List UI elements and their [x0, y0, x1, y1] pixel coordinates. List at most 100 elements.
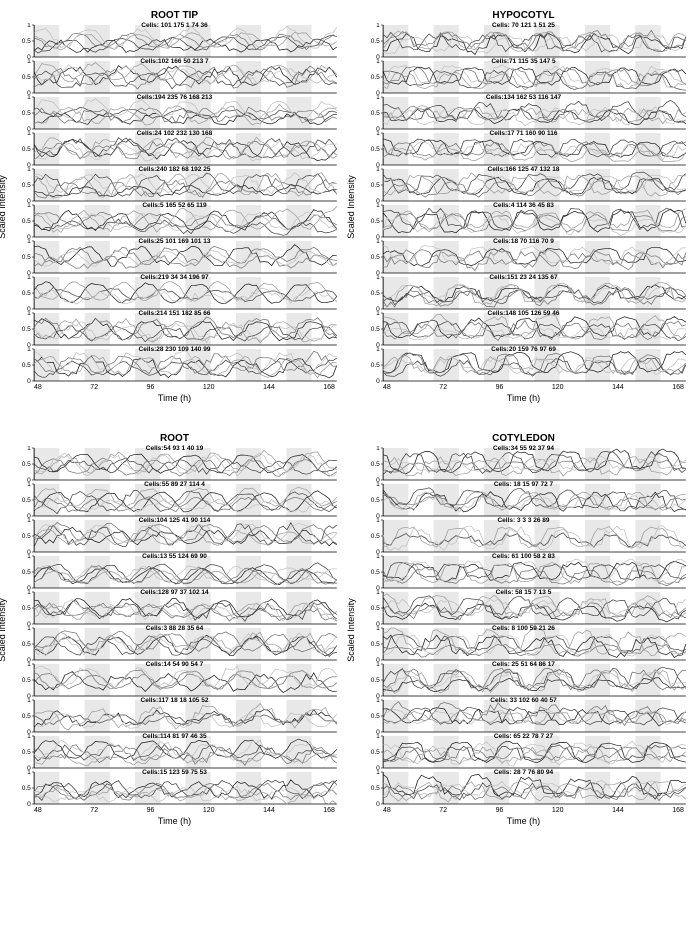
svg-text:1: 1: [27, 590, 31, 596]
svg-text:1: 1: [27, 770, 31, 776]
trace-row: 00.51Cells:34 55 92 37 94: [359, 446, 688, 482]
trace-row: 00.51Cells:3 88 28 35 64: [10, 626, 339, 662]
svg-text:0.5: 0.5: [371, 362, 381, 369]
svg-text:0.5: 0.5: [22, 182, 32, 189]
x-tick: 72: [90, 384, 98, 391]
svg-text:1: 1: [27, 662, 31, 668]
x-axis-label: Time (h): [359, 816, 688, 826]
svg-text:0.5: 0.5: [371, 146, 381, 153]
x-ticks: 487296120144168: [10, 807, 339, 814]
svg-text:1: 1: [27, 554, 31, 560]
svg-text:0.5: 0.5: [371, 326, 381, 333]
svg-text:1: 1: [27, 23, 31, 29]
svg-text:0.5: 0.5: [22, 533, 32, 540]
trace-row: 00.51Cells:15 123 59 75 53: [10, 770, 339, 806]
y-axis-label: Scaled Intensity: [346, 175, 356, 239]
panel-group: COTYLEDONScaled Intensity00.51Cells:34 5…: [359, 433, 688, 826]
svg-text:0.5: 0.5: [371, 254, 381, 261]
svg-text:1: 1: [376, 95, 380, 101]
trace-row: 00.51Cells:4 114 36 45 83: [359, 203, 688, 239]
trace-row: 00.51Cells:102 166 50 213 7: [10, 59, 339, 95]
x-tick: 144: [612, 807, 624, 814]
svg-text:1: 1: [376, 482, 380, 488]
x-tick: 96: [496, 384, 504, 391]
svg-text:0: 0: [376, 378, 380, 383]
svg-text:0.5: 0.5: [371, 110, 381, 117]
svg-text:0.5: 0.5: [371, 182, 381, 189]
svg-text:0.5: 0.5: [22, 326, 32, 333]
trace-row: 00.51Cells:5 165 52 65 119: [10, 203, 339, 239]
svg-text:1: 1: [376, 347, 380, 353]
svg-text:1: 1: [27, 446, 31, 452]
svg-text:1: 1: [27, 131, 31, 137]
panel-group: ROOTScaled Intensity00.51Cells:54 93 1 4…: [10, 433, 339, 826]
svg-text:0.5: 0.5: [371, 38, 381, 45]
svg-text:1: 1: [376, 167, 380, 173]
figure-grid: ROOT TIPScaled Intensity00.51Cells: 101 …: [10, 10, 688, 826]
svg-text:1: 1: [27, 347, 31, 353]
trace-row: 00.51Cells:194 235 76 168 213: [10, 95, 339, 131]
svg-text:1: 1: [27, 203, 31, 209]
svg-text:0.5: 0.5: [22, 74, 32, 81]
svg-text:0.5: 0.5: [22, 146, 32, 153]
svg-text:0.5: 0.5: [22, 605, 32, 612]
x-ticks: 487296120144168: [359, 807, 688, 814]
svg-text:0.5: 0.5: [371, 218, 381, 225]
trace-row: 00.51Cells: 61 100 58 2 83: [359, 554, 688, 590]
trace-row: 00.51Cells: 28 7 76 80 94: [359, 770, 688, 806]
trace-row: 00.51Cells: 65 22 78 7 27: [359, 734, 688, 770]
svg-text:0.5: 0.5: [371, 74, 381, 81]
x-axis-label: Time (h): [10, 816, 339, 826]
trace-row: 00.51Cells:24 102 232 130 168: [10, 131, 339, 167]
svg-text:1: 1: [376, 23, 380, 29]
trace-row: 00.51Cells: 25 51 64 86 17: [359, 662, 688, 698]
svg-text:1: 1: [376, 518, 380, 524]
svg-text:0.5: 0.5: [371, 641, 381, 648]
svg-text:1: 1: [376, 275, 380, 281]
trace-row: 00.51Cells: 3 3 3 26 89: [359, 518, 688, 554]
x-axis-label: Time (h): [10, 393, 339, 403]
panel-group: ROOT TIPScaled Intensity00.51Cells: 101 …: [10, 10, 339, 403]
rows-container: 00.51Cells: 70 121 1 51 2500.51Cells:71 …: [359, 23, 688, 383]
trace-row: 00.51Cells: 18 15 97 72 7: [359, 482, 688, 518]
svg-text:1: 1: [376, 626, 380, 632]
trace-row: 00.51Cells:18 70 116 70 9: [359, 239, 688, 275]
x-tick: 168: [323, 384, 335, 391]
svg-text:1: 1: [27, 698, 31, 704]
trace-row: 00.51Cells:13 55 124 69 90: [10, 554, 339, 590]
trace-row: 00.51Cells: 70 121 1 51 25: [359, 23, 688, 59]
x-tick: 168: [323, 807, 335, 814]
rows-container: 00.51Cells: 101 175 1 74 3600.51Cells:10…: [10, 23, 339, 383]
svg-text:1: 1: [376, 59, 380, 65]
x-tick: 144: [263, 384, 275, 391]
trace-row: 00.51Cells:214 151 182 85 66: [10, 311, 339, 347]
svg-text:0.5: 0.5: [371, 533, 381, 540]
svg-text:0.5: 0.5: [22, 713, 32, 720]
x-ticks: 487296120144168: [359, 384, 688, 391]
svg-text:0.5: 0.5: [22, 110, 32, 117]
svg-text:1: 1: [376, 698, 380, 704]
x-tick: 72: [439, 807, 447, 814]
svg-text:0.5: 0.5: [22, 785, 32, 792]
group-title: ROOT: [10, 433, 339, 444]
svg-text:1: 1: [27, 734, 31, 740]
group-title: ROOT TIP: [10, 10, 339, 21]
trace-row: 00.51Cells:20 159 76 97 69: [359, 347, 688, 383]
trace-row: 00.51Cells:151 23 24 135 67: [359, 275, 688, 311]
svg-text:0: 0: [27, 801, 31, 806]
svg-text:0.5: 0.5: [371, 713, 381, 720]
svg-text:1: 1: [376, 590, 380, 596]
trace-row: 00.51Cells:117 18 18 105 52: [10, 698, 339, 734]
trace-row: 00.51Cells:148 105 126 59 46: [359, 311, 688, 347]
trace-row: 00.51Cells:14 54 90 54 7: [10, 662, 339, 698]
svg-text:0.5: 0.5: [22, 569, 32, 576]
x-tick: 48: [383, 384, 391, 391]
trace-row: 00.51Cells:114 81 97 46 35: [10, 734, 339, 770]
svg-text:0.5: 0.5: [22, 218, 32, 225]
x-axis-label: Time (h): [359, 393, 688, 403]
x-tick: 72: [90, 807, 98, 814]
x-tick: 48: [34, 807, 42, 814]
x-tick: 72: [439, 384, 447, 391]
svg-text:0.5: 0.5: [22, 254, 32, 261]
svg-text:1: 1: [27, 626, 31, 632]
